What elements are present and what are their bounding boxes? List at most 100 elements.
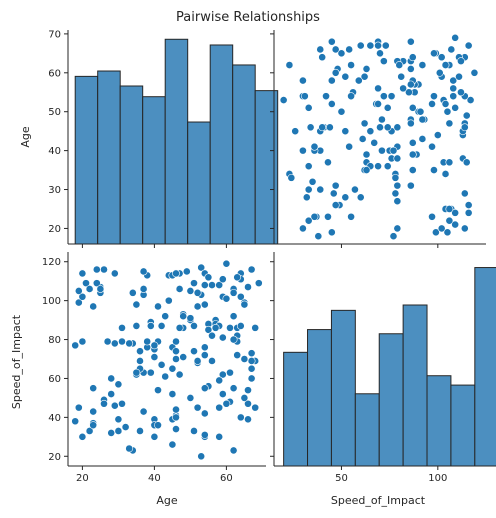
scatter-point (324, 158, 332, 167)
scatter-point (215, 403, 224, 412)
scatter-point (208, 331, 216, 340)
scatter-point (82, 279, 90, 288)
scatter-point (302, 193, 311, 202)
scatter-point (383, 123, 392, 132)
scatter-point (405, 88, 413, 97)
scatter-point (379, 57, 388, 66)
scatter-point (143, 337, 152, 346)
scatter-point (437, 53, 446, 62)
scatter-point (172, 269, 180, 278)
scatter-point (236, 322, 245, 330)
scatter-point (428, 142, 436, 151)
scatter-point (408, 103, 417, 112)
scatter-point (136, 427, 144, 435)
scatter-point (71, 341, 80, 350)
scatter-point (154, 386, 162, 395)
scatter-point (331, 45, 340, 54)
y-tick-label: 50 (48, 107, 61, 118)
histogram-bar (307, 329, 332, 467)
scatter-point (428, 100, 436, 108)
scatter-point (449, 76, 458, 85)
scatter-point (154, 302, 162, 311)
scatter-point (441, 170, 450, 178)
scatter-point (304, 216, 313, 225)
scatter-point (89, 407, 98, 416)
scatter-point (247, 374, 256, 383)
scatter-point (391, 189, 400, 198)
scatter-point (406, 65, 415, 73)
y-axis-label-speed: Speed_of_Impact (10, 314, 23, 409)
scatter-point (304, 185, 313, 194)
scatter-point (150, 353, 159, 361)
scatter-point (236, 292, 245, 301)
scatter-point (370, 138, 379, 147)
scatter-point (186, 314, 195, 323)
scatter-point (393, 197, 402, 206)
x-axis-label-age: Age (156, 494, 178, 507)
scatter-point (200, 384, 209, 393)
scatter-point (132, 368, 141, 377)
scatter-point (172, 337, 180, 346)
scatter-point (374, 41, 382, 50)
scatter-point (186, 394, 195, 402)
scatter-point (200, 351, 209, 360)
scatter-point (376, 49, 384, 58)
scatter-point (443, 107, 452, 116)
scatter-point (229, 384, 238, 393)
scatter-point (146, 368, 155, 377)
scatter-point (179, 312, 188, 321)
scatter-point (222, 294, 231, 303)
scatter-point (449, 92, 458, 101)
scatter-point (451, 208, 460, 217)
scatter-point (89, 384, 98, 393)
scatter-point (445, 158, 454, 167)
scatter-point (92, 279, 101, 288)
scatter-point (308, 177, 317, 186)
scatter-point (226, 323, 234, 332)
scatter-point (251, 403, 260, 412)
scatter-point (247, 357, 256, 365)
y-axis-label-age: Age (19, 126, 32, 148)
scatter-point (208, 281, 216, 289)
scatter-point (393, 181, 402, 190)
scatter-point (366, 127, 375, 136)
scatter-point (229, 312, 238, 321)
scatter-point (136, 357, 144, 365)
scatter-point (193, 403, 202, 412)
scatter-point (204, 273, 213, 282)
y-tick-label: 40 (48, 413, 61, 424)
scatter-point (376, 123, 384, 132)
scatter-point (118, 399, 126, 408)
scatter-point (341, 193, 350, 202)
scatter-point (254, 279, 263, 288)
scatter-point (197, 452, 206, 461)
x-tick-label: 50 (335, 473, 348, 484)
scatter-point (110, 401, 119, 410)
scatter-point (139, 267, 148, 276)
scatter-point (466, 96, 475, 104)
scatter-point (244, 415, 252, 424)
scatter-point (218, 370, 227, 379)
scatter-point (418, 61, 427, 69)
scatter-point (128, 288, 137, 297)
scatter-point (378, 146, 386, 155)
scatter-point (208, 357, 216, 365)
scatter-point (464, 201, 473, 209)
scatter-point (190, 279, 198, 288)
scatter-point (360, 72, 369, 81)
scatter-point (74, 298, 83, 307)
scatter-point (247, 265, 256, 274)
scatter-point (374, 162, 382, 171)
scatter-point (324, 212, 332, 221)
scatter-point (215, 281, 224, 289)
scatter-point (331, 181, 340, 190)
scatter-point (251, 323, 260, 332)
scatter-point (435, 68, 444, 77)
scatter-point (393, 224, 402, 233)
scatter-point (366, 41, 375, 50)
scatter-point (408, 138, 417, 147)
scatter-point (374, 100, 382, 108)
histogram-bar (474, 267, 496, 467)
scatter-point (190, 427, 198, 435)
scatter-point (300, 92, 309, 101)
